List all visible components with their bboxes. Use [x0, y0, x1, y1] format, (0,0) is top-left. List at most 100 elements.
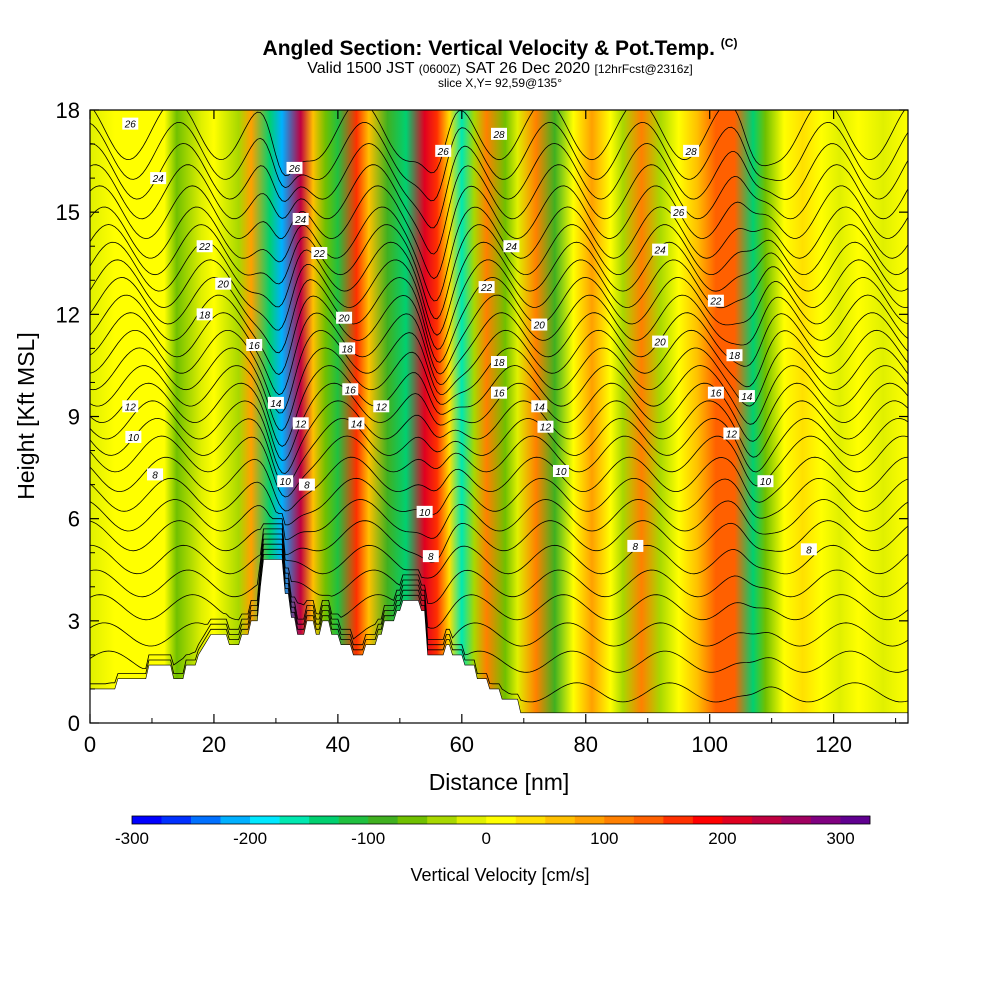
- colorbar-tick-label: -100: [351, 829, 385, 848]
- contour-label: 22: [311, 247, 328, 260]
- contour-label-text: 10: [280, 477, 292, 488]
- contour-label-text: 16: [493, 389, 505, 400]
- colorbar-tick-label: 100: [590, 829, 618, 848]
- contour-label-box: [800, 543, 817, 556]
- contour-label-text: 12: [125, 402, 137, 413]
- colorbar-swatch: [840, 816, 871, 824]
- contour-label: 8: [800, 543, 817, 556]
- contour-label-box: [196, 240, 213, 253]
- colorbar-tick-label: -200: [233, 829, 267, 848]
- contour-label: 22: [707, 294, 724, 308]
- theta-contour-line: [90, 206, 908, 302]
- colorbar-swatch: [397, 816, 428, 824]
- contour-label-box: [707, 386, 724, 399]
- contour-label-box: [738, 390, 755, 403]
- contour-label: 20: [531, 318, 548, 332]
- contour-label-text: 12: [376, 402, 388, 413]
- contour-label-text: 26: [437, 147, 450, 158]
- contour-label-box: [147, 468, 164, 481]
- y-tick-label: 0: [68, 711, 80, 736]
- contour-label-text: 14: [741, 392, 753, 403]
- contour-label-text: 14: [534, 402, 546, 413]
- contour-label-text: 20: [533, 321, 546, 332]
- contour-label-text: 16: [249, 341, 261, 352]
- contour-label: 16: [491, 386, 507, 400]
- theta-contour-line: [90, 224, 908, 320]
- contour-label: 24: [150, 172, 167, 185]
- contour-label: 20: [336, 311, 353, 325]
- contour-label-text: 12: [295, 419, 307, 430]
- valid-time: Valid 1500 JST: [307, 60, 415, 77]
- theta-contour-line: [90, 499, 908, 540]
- theta-contour-line: [90, 548, 908, 673]
- contour-label: 10: [416, 505, 433, 519]
- x-axis: 0 20 40 60 80 100 120: [84, 110, 897, 757]
- contour-label-box: [726, 349, 743, 362]
- contour-label-box: [125, 430, 142, 443]
- contour-label-box: [246, 338, 263, 351]
- theta-contour-line: [90, 329, 908, 414]
- colorbar-swatch: [515, 816, 546, 824]
- colorbar-swatch: [161, 816, 192, 824]
- contour-label: 26: [670, 206, 687, 219]
- contour-label-text: 24: [654, 246, 667, 257]
- contour-label-box: [286, 161, 303, 174]
- theta-contour-line: [90, 382, 908, 461]
- contour-label: 18: [726, 349, 743, 362]
- colorbar-swatch: [722, 816, 753, 824]
- chart-title: Angled Section: Vertical Velocity & Pot.…: [0, 36, 1000, 61]
- contour-label-box: [373, 400, 390, 413]
- theta-contour-line: [93, 110, 906, 177]
- valid-date: SAT 26 Dec 2020: [465, 60, 591, 77]
- x-tick-label: 20: [202, 732, 226, 757]
- contour-label-text: 26: [288, 164, 301, 175]
- theta-contour-line: [90, 259, 908, 350]
- theta-contour-line: [90, 143, 908, 229]
- contour-label-text: 18: [199, 310, 211, 321]
- x-tick-label: 80: [574, 732, 598, 757]
- theta-contour-line: [90, 400, 908, 474]
- contour-label-text: 20: [217, 280, 230, 291]
- contour-label: 14: [738, 390, 755, 403]
- contour-label-box: [707, 294, 724, 307]
- contour-label: 24: [292, 212, 309, 226]
- theta-contour-line: [90, 241, 908, 336]
- theta-contour-line: [90, 294, 908, 375]
- contour-label-text: 8: [152, 470, 158, 481]
- forecast-info: [12hrFcst@2316z]: [594, 62, 693, 76]
- colorbar-tick-label: 300: [826, 829, 854, 848]
- contour-label-box: [277, 475, 294, 488]
- contour-label-box: [531, 318, 548, 331]
- colorbar-swatch: [781, 816, 812, 824]
- contour-label-box: [292, 417, 309, 430]
- colorbar-tick-label: 0: [481, 829, 490, 848]
- contour-label: 10: [277, 475, 294, 488]
- colorbar: -300 -200 -100 0 100 200 300: [115, 815, 871, 848]
- contour-label-box: [537, 420, 554, 433]
- contour-label-box: [416, 505, 433, 518]
- contour-label: 26: [286, 161, 303, 175]
- contour-label-box: [298, 478, 315, 491]
- contour-label-text: 18: [342, 344, 354, 355]
- contour-label: 16: [246, 338, 263, 352]
- chart-title-text: Angled Section: Vertical Velocity & Pot.…: [262, 37, 715, 60]
- contour-label-box: [478, 281, 495, 294]
- contour-label-box: [342, 383, 359, 396]
- contour-label-text: 20: [654, 338, 667, 349]
- contour-label-text: 20: [338, 314, 351, 325]
- theta-contour-line: [90, 538, 908, 629]
- contour-label-box: [122, 117, 139, 130]
- contour-labels: 26 24 22 20 18 16 12 10 8 26 24 22 20 18 16 14 12 14 12 10 8…: [122, 117, 817, 563]
- theta-contour-line: [90, 121, 908, 202]
- contour-label: 8: [298, 478, 315, 492]
- contour-label-text: 26: [672, 208, 685, 219]
- contour-label-text: 10: [419, 508, 431, 519]
- contour-label: 18: [339, 342, 356, 355]
- contour-label: 20: [652, 335, 669, 349]
- contour-label-text: 24: [152, 174, 165, 185]
- theta-contour-line: [90, 520, 908, 563]
- colorbar-swatch: [191, 816, 221, 824]
- x-tick-label: 40: [326, 732, 350, 757]
- colorbar-swatch: [545, 816, 576, 824]
